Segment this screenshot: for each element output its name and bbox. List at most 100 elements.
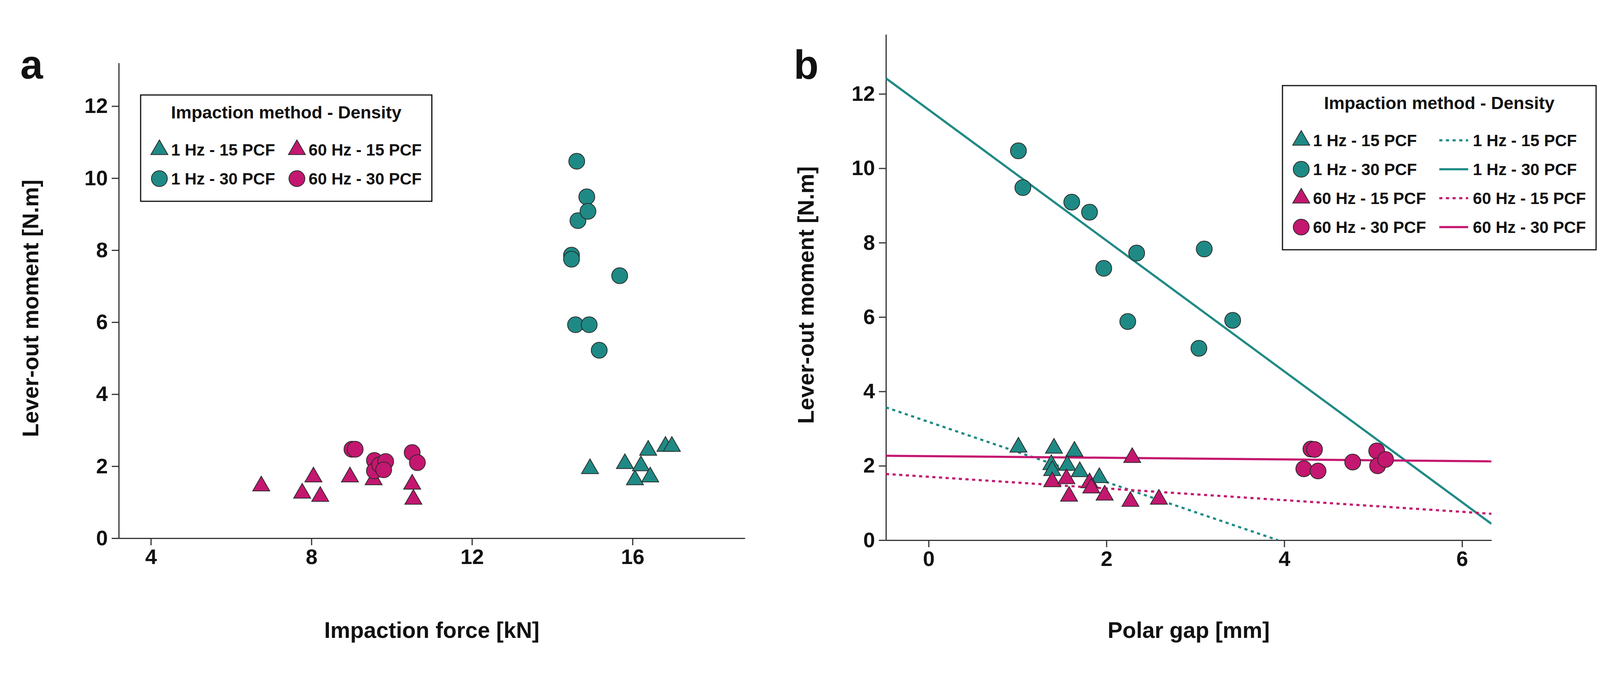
legend-label: 1 Hz - 30 PCF [171, 169, 275, 188]
point [403, 474, 421, 490]
series [344, 441, 426, 479]
point [1082, 478, 1100, 493]
point [1377, 451, 1394, 468]
tick: 2 [96, 453, 119, 478]
tick-label: 10 [84, 166, 108, 190]
plot-area [252, 153, 681, 504]
x-axis-title: Polar gap [mm] [1107, 617, 1270, 643]
legend-label: 1 Hz - 15 PCF [1312, 131, 1417, 150]
point [1081, 203, 1098, 220]
tick: 12 [84, 93, 119, 118]
point [1058, 455, 1077, 471]
tick-label: 10 [851, 155, 875, 180]
tick-mark [111, 393, 119, 395]
tick-mark [471, 537, 473, 545]
series [252, 466, 422, 504]
tick-mark [150, 537, 152, 545]
legend-box [1282, 85, 1597, 250]
point [616, 453, 634, 469]
point [1224, 312, 1241, 329]
legend-swatch [151, 170, 168, 187]
figure: 481216024681012aImpaction force [kN]Leve… [0, 0, 1600, 693]
legend-swatch [150, 139, 168, 155]
tick-label: 4 [1278, 546, 1291, 570]
tick: 2 [1100, 539, 1113, 570]
tick-mark [632, 537, 634, 545]
point [581, 458, 599, 474]
legend-label: 60 Hz - 15 PCF [308, 140, 422, 159]
point [1344, 453, 1361, 470]
tick-label: 4 [863, 378, 875, 403]
x-axis: 481216 [119, 537, 746, 568]
legend-label: 1 Hz - 30 PCF [1312, 160, 1417, 179]
axis-line [118, 63, 120, 539]
tick-mark [878, 242, 886, 244]
tick-label: 2 [1100, 546, 1113, 570]
tick-label: 4 [96, 381, 108, 406]
point [591, 342, 608, 359]
tick-mark [111, 105, 119, 108]
point [1310, 462, 1327, 479]
legend-entries: 1 Hz - 15 PCF1 Hz - 30 PCF60 Hz - 15 PCF… [1292, 130, 1586, 237]
tick-mark [878, 539, 886, 541]
x-axis: 0 2 4 6 [886, 539, 1492, 570]
y-axis-title: Lever-out moment [N.m] [17, 179, 43, 438]
tick-mark [878, 167, 886, 170]
fit-line [885, 455, 1492, 461]
point [611, 267, 628, 284]
axis-line [885, 34, 887, 541]
tick-label: 8 [863, 230, 875, 254]
panel-label: b [793, 41, 819, 88]
tick-mark [111, 177, 119, 179]
point [1043, 471, 1061, 487]
series [563, 153, 628, 358]
legend-label: 60 Hz - 30 PCF [1312, 217, 1426, 237]
y-axis-title: Lever-out moment [N.m] [793, 166, 819, 424]
y-axis: 024681012 [84, 63, 120, 550]
legend-swatch [1292, 188, 1310, 204]
point [663, 436, 681, 452]
x-axis-title: Impaction force [kN] [324, 617, 540, 643]
point [1010, 142, 1027, 159]
legend-swatch [1439, 139, 1469, 142]
tick-mark [111, 321, 119, 323]
tick-label: 0 [863, 527, 875, 552]
tick-mark [878, 390, 886, 392]
point [1066, 441, 1084, 456]
tick-mark [878, 316, 886, 318]
legend-label: 60 Hz - 30 PCF [308, 169, 422, 188]
point [563, 251, 580, 268]
point [1014, 179, 1031, 196]
legend-swatch [1439, 196, 1469, 200]
tick-label: 0 [923, 546, 935, 570]
tick-label: 0 [96, 525, 108, 550]
tick-label: 6 [1456, 546, 1468, 570]
point [1060, 486, 1078, 502]
point [305, 466, 323, 482]
series [581, 436, 681, 485]
tick-mark [111, 465, 119, 467]
fit-line [885, 78, 1492, 524]
series [1295, 441, 1394, 479]
fit-line [885, 473, 1492, 514]
legend-title: Impaction method - Density [1324, 92, 1555, 113]
point [1071, 461, 1089, 477]
tick-mark [1461, 539, 1463, 547]
tick: 2 [863, 453, 886, 477]
legend-title: Impaction method - Density [171, 102, 402, 123]
point [1191, 340, 1208, 357]
legend-swatch [289, 170, 306, 187]
point [639, 440, 658, 456]
point [578, 188, 595, 205]
tick: 4 [1278, 539, 1291, 570]
tick-label: 8 [96, 237, 108, 262]
point [641, 466, 659, 482]
tick-label: 4 [145, 544, 158, 568]
tick: 4 [145, 537, 158, 568]
point [1096, 485, 1114, 500]
point [375, 461, 392, 478]
tick: 8 [96, 237, 119, 262]
legend-swatch [1439, 225, 1469, 229]
tick: 0 [863, 527, 886, 552]
tick-label: 2 [863, 453, 875, 477]
